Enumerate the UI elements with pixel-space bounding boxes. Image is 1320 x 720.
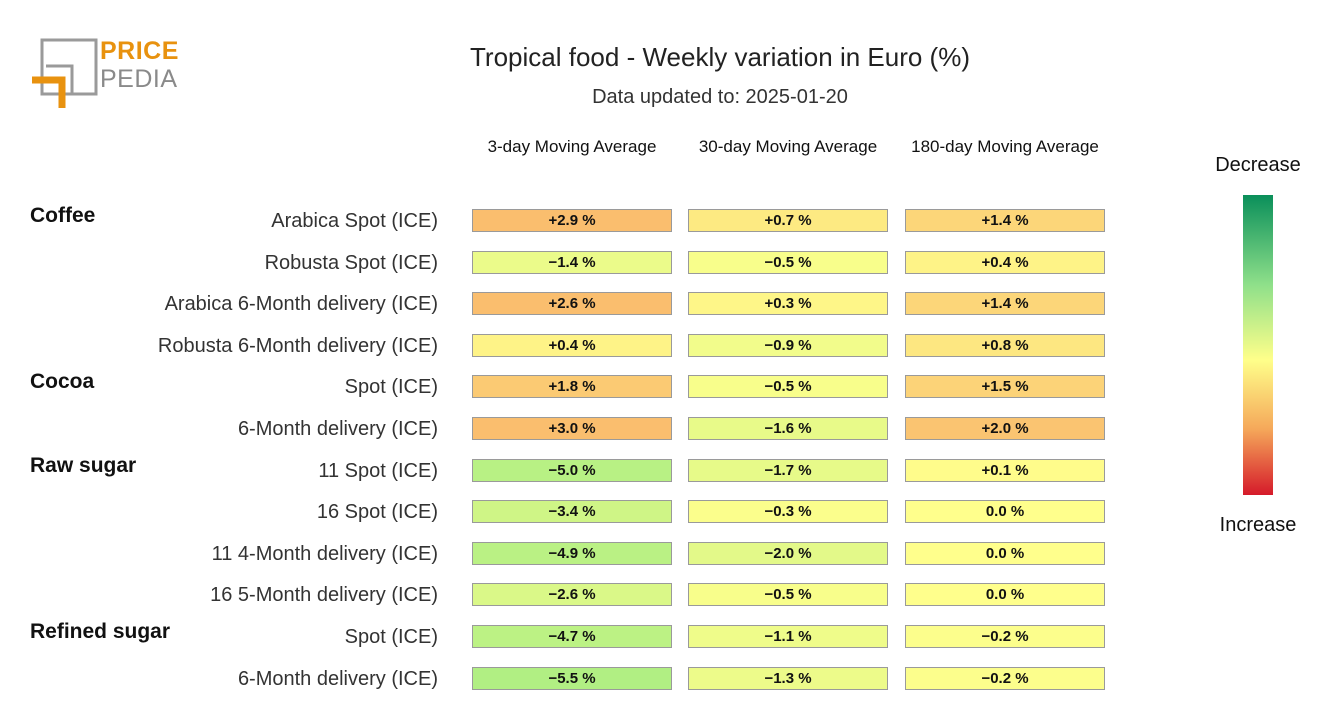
heatmap-cell: −2.6 % xyxy=(472,583,672,607)
heatmap-cell: −0.5 % xyxy=(688,375,888,399)
group-label: Refined sugar xyxy=(30,620,171,643)
heatmap-cell: +0.4 % xyxy=(905,250,1105,274)
heatmap-cell: +1.4 % xyxy=(905,209,1105,232)
heatmap-cell: −2.0 % xyxy=(688,541,888,565)
heatmap-cell: −1.6 % xyxy=(688,417,888,440)
chart-title: Tropical food - Weekly variation in Euro… xyxy=(470,42,970,72)
heatmap-cell: +0.7 % xyxy=(688,209,888,232)
heatmap-cell: +1.4 % xyxy=(905,292,1105,316)
group-label: Coffee xyxy=(30,204,96,227)
group-label: Cocoa xyxy=(30,370,95,394)
heatmap-cell: −1.4 % xyxy=(472,250,672,274)
heatmap-cell: −1.3 % xyxy=(688,666,888,690)
heatmap-cell: +2.6 % xyxy=(472,292,672,316)
row-label: 6-Month delivery (ICE) xyxy=(237,418,438,440)
logo-word-pedia: PEDIA xyxy=(100,65,178,93)
heatmap-cell: −0.2 % xyxy=(905,666,1105,690)
row-label: 16 Spot (ICE) xyxy=(316,501,438,524)
heatmap-cell: −0.5 % xyxy=(688,583,888,607)
heatmap-cell: −5.5 % xyxy=(472,666,672,690)
heatmap-cell: −1.1 % xyxy=(688,625,888,648)
pricepedia-logo: PRICE PEDIA xyxy=(28,36,188,110)
column-header: 180-day Moving Average xyxy=(911,137,1099,156)
heatmap-cell: +0.1 % xyxy=(905,458,1105,482)
heatmap-cell: +0.3 % xyxy=(688,292,888,316)
heatmap-cell: −0.3 % xyxy=(688,500,888,524)
heatmap-cell: −4.9 % xyxy=(472,541,672,565)
heatmap-cell: −4.7 % xyxy=(472,625,672,648)
heatmap-cell: 0.0 % xyxy=(905,541,1105,565)
heatmap-cell: +1.5 % xyxy=(905,375,1105,399)
heatmap-cell: −5.0 % xyxy=(472,458,672,482)
heatmap-cell: +0.4 % xyxy=(472,333,672,357)
colorbar-bottom-label: Increase xyxy=(1219,514,1297,536)
heatmap-cell: −3.4 % xyxy=(472,500,672,524)
row-label: Robusta 6-Month delivery (ICE) xyxy=(157,334,438,357)
heatmap-cell: +2.0 % xyxy=(905,417,1105,440)
colorbar-top-label: Decrease xyxy=(1215,154,1301,176)
logo-mark-icon xyxy=(32,38,98,108)
heatmap-cell: −1.7 % xyxy=(688,458,888,482)
colorbar xyxy=(1243,195,1273,495)
heatmap-cell: 0.0 % xyxy=(905,583,1105,607)
row-label: Arabica Spot (ICE) xyxy=(271,210,438,232)
chart-subtitle: Data updated to: 2025-01-20 xyxy=(592,86,848,108)
logo-word-price: PRICE xyxy=(100,37,179,65)
row-label: 11 4-Month delivery (ICE) xyxy=(211,542,438,565)
group-label: Raw sugar xyxy=(30,453,137,477)
heatmap-cell: +2.9 % xyxy=(472,209,672,232)
row-label: Robusta Spot (ICE) xyxy=(264,251,438,274)
row-label: 6-Month delivery (ICE) xyxy=(237,667,438,690)
heatmap-cell: 0.0 % xyxy=(905,500,1105,524)
heatmap-cell: +3.0 % xyxy=(472,417,672,440)
heatmap-cell: −0.2 % xyxy=(905,625,1105,648)
row-label: Arabica 6-Month delivery (ICE) xyxy=(164,293,438,316)
heatmap-cell: +1.8 % xyxy=(472,375,672,399)
heatmap-cell: −0.9 % xyxy=(688,333,888,357)
column-header: 3-day Moving Average xyxy=(487,137,657,156)
row-label: Spot (ICE) xyxy=(344,626,438,648)
column-header: 30-day Moving Average xyxy=(698,137,878,156)
heatmap-cell: −0.5 % xyxy=(688,250,888,274)
row-label: 16 5-Month delivery (ICE) xyxy=(210,584,438,607)
heatmap-cell: +0.8 % xyxy=(905,333,1105,357)
row-label: 11 Spot (ICE) xyxy=(318,459,438,482)
row-label: Spot (ICE) xyxy=(344,376,438,399)
